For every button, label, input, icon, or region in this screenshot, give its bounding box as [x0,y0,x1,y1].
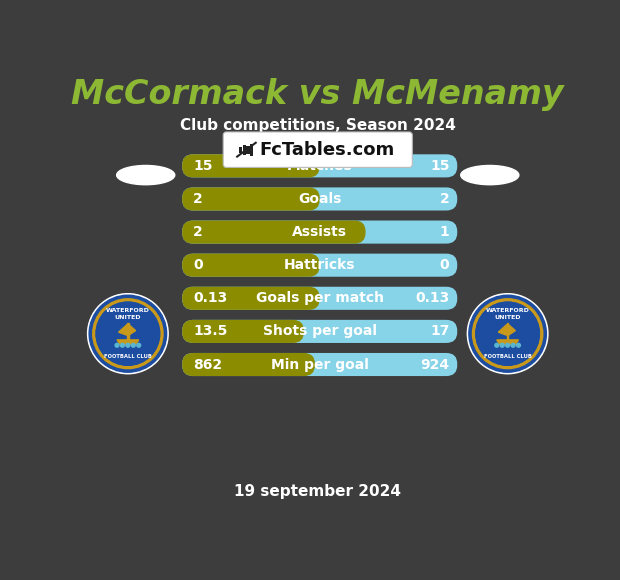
Ellipse shape [117,165,175,184]
Circle shape [495,343,498,347]
Text: 17: 17 [430,324,450,338]
Text: UNITED: UNITED [494,315,521,320]
Circle shape [115,343,119,347]
Text: 15: 15 [193,159,213,173]
FancyBboxPatch shape [182,253,320,277]
FancyBboxPatch shape [182,353,315,376]
FancyBboxPatch shape [182,353,458,376]
FancyBboxPatch shape [250,143,254,156]
Circle shape [469,295,546,372]
Ellipse shape [461,165,519,184]
Polygon shape [498,324,507,335]
Text: 1: 1 [440,225,450,239]
Text: 0.13: 0.13 [415,291,450,305]
Text: Shots per goal: Shots per goal [263,324,377,338]
Text: Matches: Matches [287,159,353,173]
FancyBboxPatch shape [182,187,320,211]
Text: 2: 2 [440,192,450,206]
FancyBboxPatch shape [182,220,366,244]
Circle shape [89,295,167,372]
Circle shape [126,343,130,347]
Text: WATERFORD: WATERFORD [106,308,150,313]
Circle shape [87,293,168,374]
Circle shape [506,343,510,347]
Text: UNITED: UNITED [115,315,141,320]
FancyBboxPatch shape [182,287,320,310]
Circle shape [120,343,125,347]
Polygon shape [129,324,136,335]
Text: Hattricks: Hattricks [284,258,355,272]
Circle shape [137,343,141,347]
Circle shape [467,293,548,374]
FancyBboxPatch shape [182,287,458,310]
FancyBboxPatch shape [182,220,458,244]
Polygon shape [118,324,127,335]
Polygon shape [508,324,515,335]
Circle shape [476,302,539,365]
Text: 924: 924 [420,357,450,372]
Text: 2: 2 [193,225,203,239]
Text: 15: 15 [430,159,450,173]
Text: WATERFORD: WATERFORD [485,308,529,313]
FancyBboxPatch shape [182,187,458,211]
Text: 13.5: 13.5 [193,324,228,338]
Circle shape [131,343,135,347]
Text: 0: 0 [193,258,203,272]
Text: FOOTBALL CLUB: FOOTBALL CLUB [104,354,152,360]
Text: Club competitions, Season 2024: Club competitions, Season 2024 [180,118,456,133]
Text: 0: 0 [440,258,450,272]
Text: Goals per match: Goals per match [255,291,384,305]
Text: Assists: Assists [292,225,347,239]
FancyBboxPatch shape [182,154,458,177]
Text: 2: 2 [193,192,203,206]
Text: FOOTBALL CLUB: FOOTBALL CLUB [484,354,531,360]
Polygon shape [507,323,508,340]
FancyBboxPatch shape [182,154,320,177]
Text: 0.13: 0.13 [193,291,227,305]
FancyBboxPatch shape [182,320,304,343]
Text: 19 september 2024: 19 september 2024 [234,484,401,499]
Circle shape [96,302,160,365]
Text: McCormack vs McMenamy: McCormack vs McMenamy [71,78,564,111]
FancyBboxPatch shape [182,253,458,277]
Text: Goals: Goals [298,192,342,206]
Polygon shape [117,340,139,345]
Text: Min per goal: Min per goal [271,357,369,372]
Text: 862: 862 [193,357,222,372]
Polygon shape [127,323,129,340]
FancyBboxPatch shape [223,132,412,168]
FancyBboxPatch shape [239,147,242,153]
FancyBboxPatch shape [182,320,458,343]
Circle shape [511,343,515,347]
Circle shape [516,343,520,347]
FancyBboxPatch shape [247,146,249,154]
Polygon shape [497,340,518,345]
Circle shape [500,343,504,347]
Text: FcTables.com: FcTables.com [259,141,395,159]
FancyBboxPatch shape [242,144,246,155]
